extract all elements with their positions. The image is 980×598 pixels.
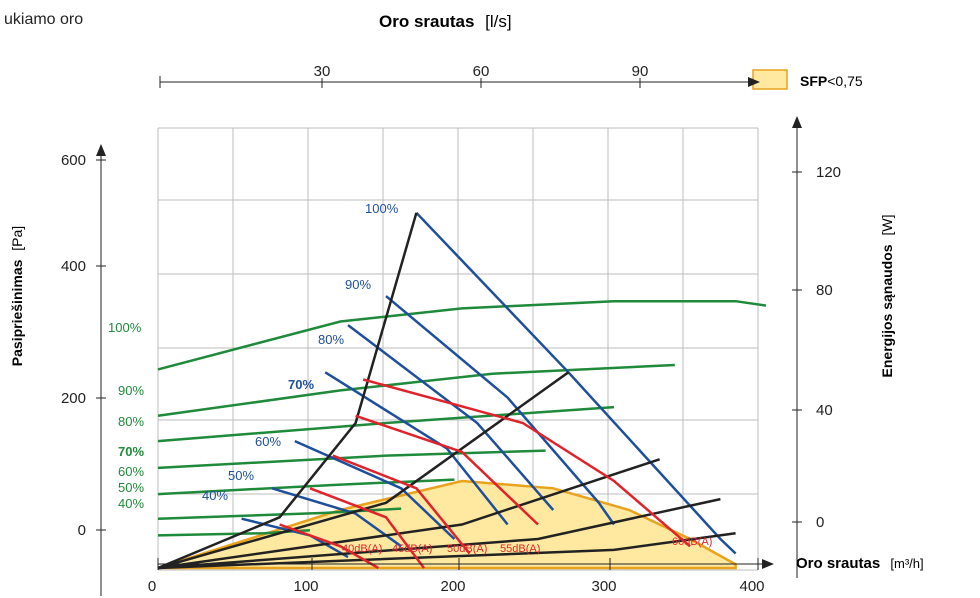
right-axis-title: Energijos sąnaudos [W]: [879, 215, 895, 378]
fan-curve: [347, 324, 555, 511]
noise-label: 55dB(A): [500, 543, 540, 555]
noise-curve: [279, 523, 380, 570]
axes: 30 60 90 0 100 200 300 400 0 200 400 600 0 40 80 120: [61, 63, 841, 596]
power-curve: [157, 449, 546, 470]
fan-curve: [324, 371, 509, 526]
left-tick-label: 200: [61, 390, 86, 407]
power-label: 60%: [118, 464, 144, 479]
power-curve: [157, 405, 615, 443]
noise-curve: [332, 454, 471, 555]
fan-label: 70%: [288, 377, 314, 392]
power-label: 40%: [118, 496, 144, 511]
legend-swatch: [752, 69, 788, 90]
right-tick-label: 120: [816, 164, 841, 181]
power-label: 100%: [108, 320, 142, 335]
fan-label: 80%: [318, 332, 344, 347]
noise-label: 50dB(A): [447, 543, 487, 555]
fan-label: 100%: [365, 201, 399, 216]
noise-curve: [309, 487, 426, 569]
left-axis-arrow: [96, 144, 106, 156]
bottom-tick-label: 300: [591, 578, 616, 595]
left-tick-label: 0: [78, 522, 86, 539]
top-tick-label: 30: [314, 63, 331, 80]
power-label: 90%: [118, 383, 144, 398]
legend-label: SFP<0,75: [800, 73, 863, 89]
noise-label: 40dB(A): [342, 543, 382, 555]
right-axis-arrow: [792, 116, 802, 128]
right-tick-label: 0: [816, 514, 824, 531]
bottom-axis-arrow: [762, 559, 774, 569]
system-curves: [157, 212, 736, 570]
fan-label: 50%: [228, 468, 254, 483]
left-tick-label: 600: [61, 152, 86, 169]
power-label: 80%: [118, 414, 144, 429]
fan-label: 40%: [202, 488, 228, 503]
top-tick-label: 60: [473, 63, 490, 80]
top-title: Oro srautas [l/s]: [379, 12, 512, 31]
system-curve: [157, 531, 736, 570]
noise-curve: [362, 378, 691, 548]
noise-label: 45dB(A): [392, 543, 432, 555]
system-curve: [157, 371, 570, 570]
bottom-tick-label: 400: [739, 578, 764, 595]
system-curve: [157, 497, 721, 570]
noise-curve: [355, 414, 539, 526]
system-curve: [157, 212, 418, 570]
noise-label: 60dB(A): [672, 536, 712, 548]
right-tick-label: 80: [816, 282, 833, 299]
right-tick-label: 40: [816, 402, 833, 419]
corner-text: ukiamo oro: [4, 11, 83, 28]
bottom-tick-label: 100: [293, 578, 318, 595]
fan-label: 60%: [255, 434, 281, 449]
power-curve: [157, 507, 402, 520]
top-axis-arrow: [748, 77, 760, 87]
power-label: 50%: [118, 480, 144, 495]
bottom-tick-label: 200: [440, 578, 465, 595]
left-axis-title: Pasipriešinimas [Pa]: [9, 226, 25, 366]
labels: 100%90%80%70%60%50%40%100%90%80%70%60%50…: [108, 201, 712, 555]
system-curve: [157, 458, 660, 570]
power-curve: [157, 299, 767, 371]
top-tick-label: 90: [632, 63, 649, 80]
fan-curve: [294, 439, 456, 540]
fan-curves: [241, 211, 737, 559]
left-tick-label: 400: [61, 258, 86, 275]
power-label: 70%: [118, 444, 144, 459]
grid: [157, 127, 759, 571]
fan-label: 90%: [345, 277, 371, 292]
noise-curves: [279, 378, 691, 570]
bottom-axis-title: Oro srautas [m³/h]: [796, 555, 924, 572]
fan-curve: [415, 211, 737, 555]
power-curve: [157, 363, 675, 418]
bottom-tick-label: 0: [148, 578, 156, 595]
fan-curve: [385, 295, 616, 526]
